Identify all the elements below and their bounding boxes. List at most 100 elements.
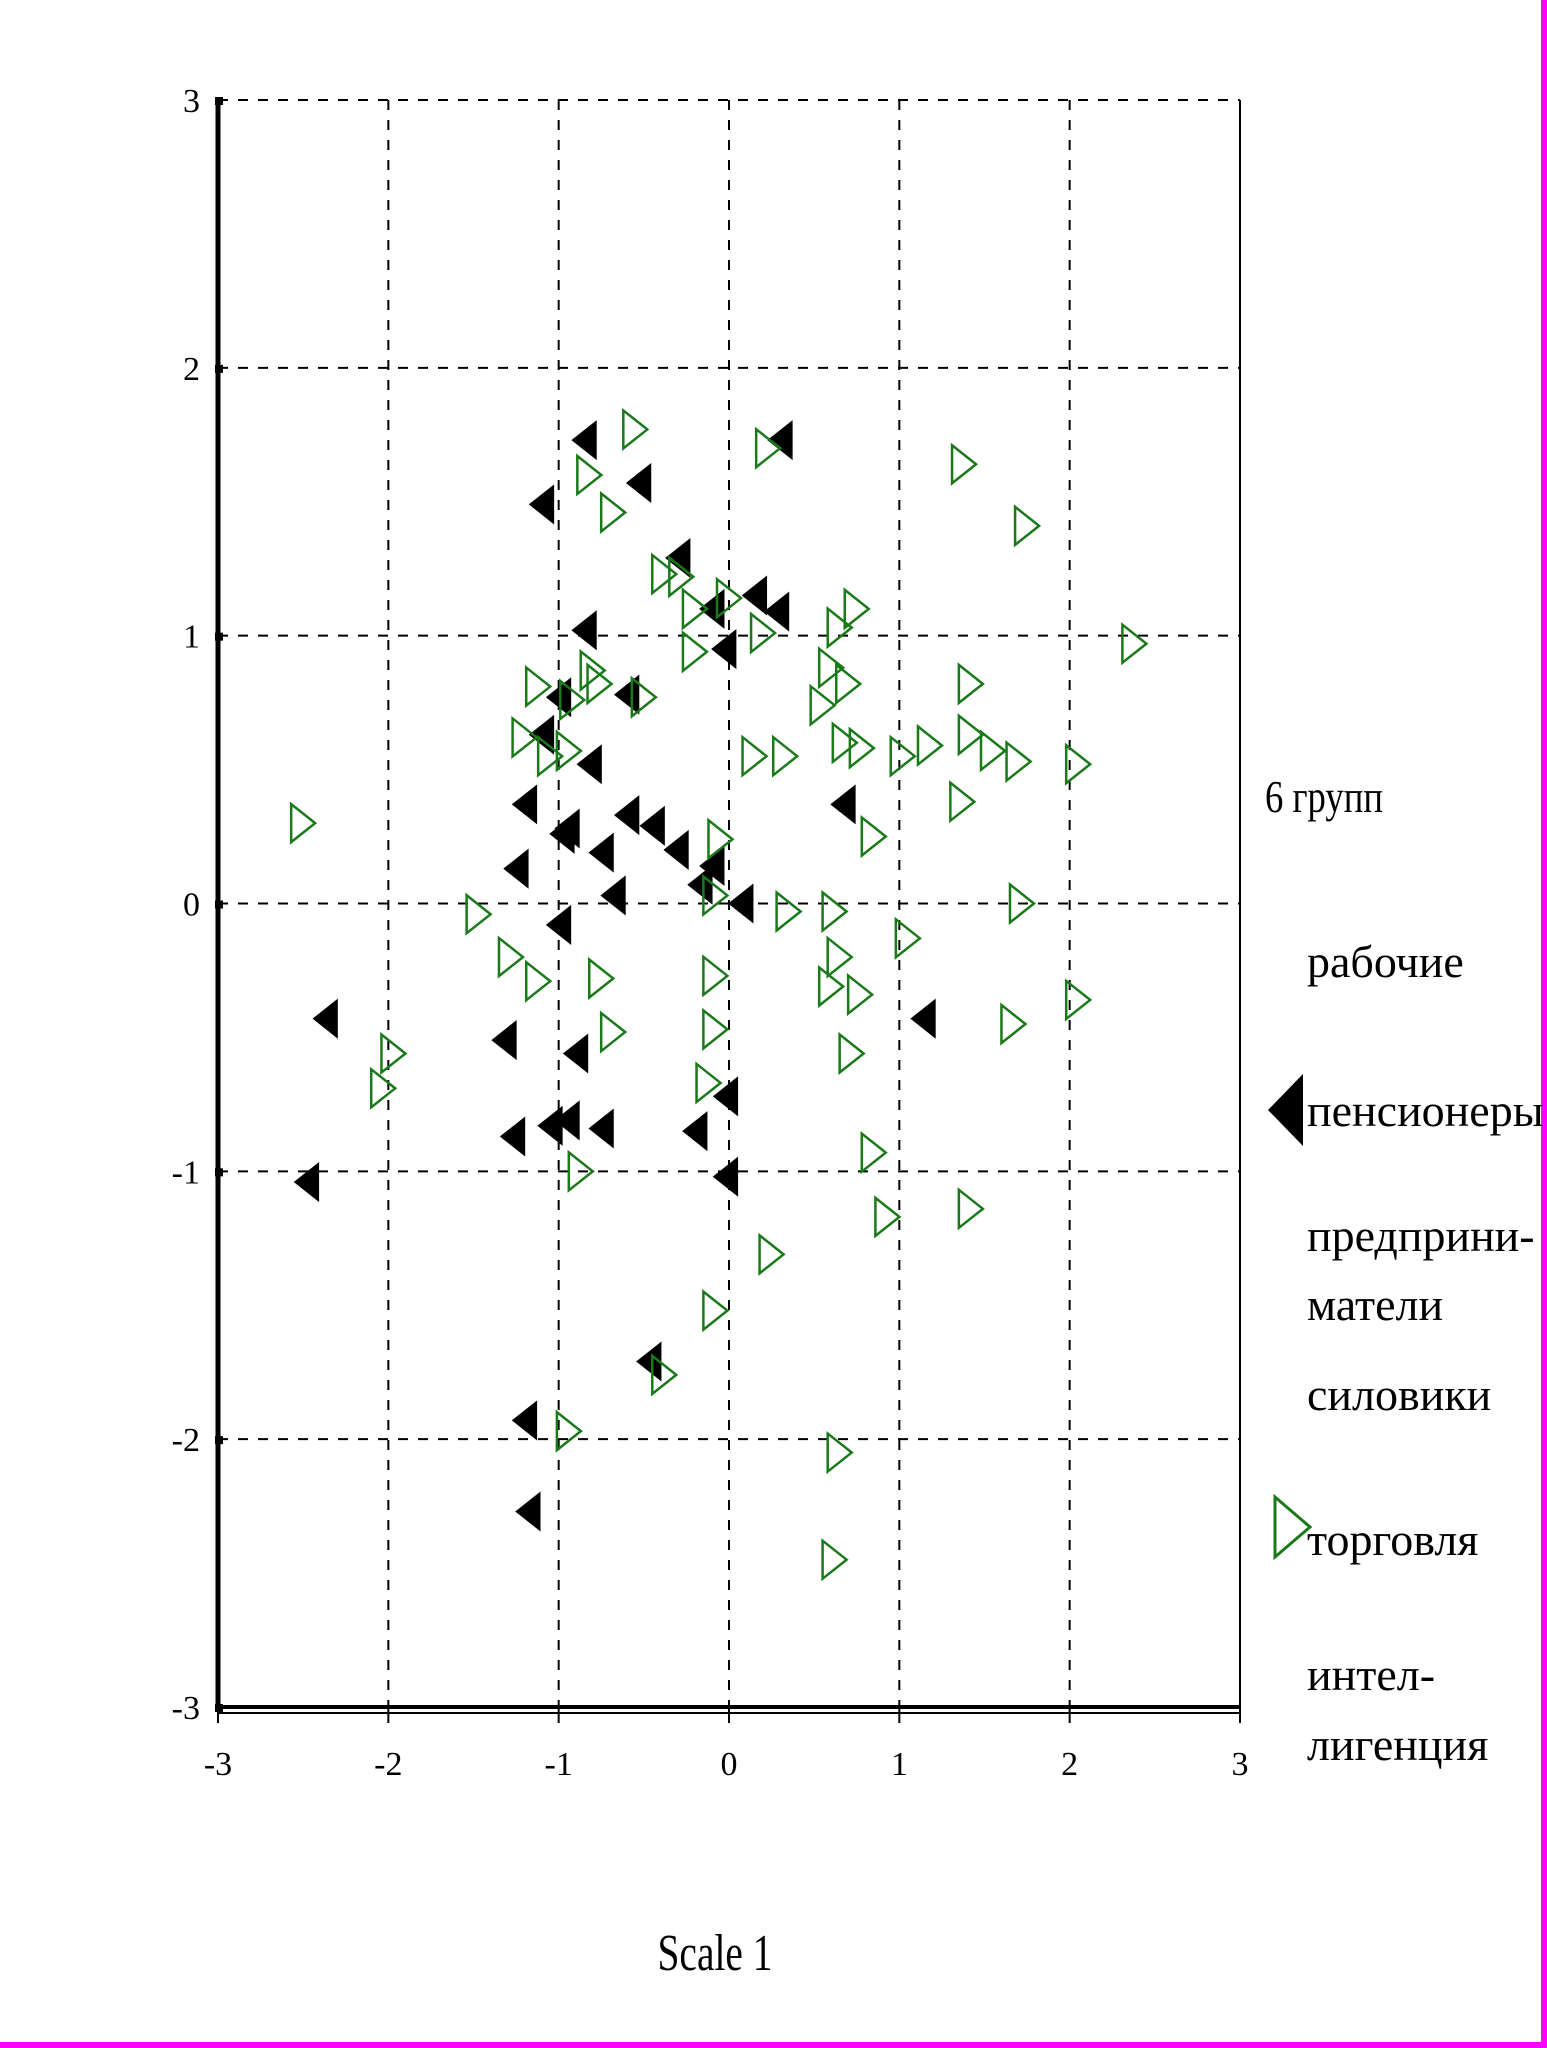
y-tick-label: -2 bbox=[172, 1422, 200, 1459]
point-trade bbox=[860, 1131, 888, 1175]
point-trade bbox=[1005, 739, 1033, 784]
point-trade bbox=[599, 490, 628, 535]
point-pensioners bbox=[639, 805, 665, 846]
x-tick-label: -3 bbox=[204, 1746, 232, 1783]
point-pensioners bbox=[728, 883, 754, 924]
point-trade bbox=[702, 1007, 730, 1051]
point-trade bbox=[826, 606, 854, 650]
point-trade bbox=[916, 723, 945, 768]
legend-entry-label: лигенция bbox=[1307, 1719, 1488, 1770]
y-tick-label: -1 bbox=[172, 1154, 200, 1191]
legend-marker-filled-triangle bbox=[1268, 1074, 1303, 1146]
point-pensioners bbox=[554, 1100, 580, 1141]
legend: 6 групп рабочие пенсионеры предприни-матели… bbox=[1265, 771, 1544, 1770]
legend-marker-open-triangle bbox=[1273, 1493, 1313, 1561]
point-pensioners bbox=[545, 904, 572, 945]
point-pensioners bbox=[711, 629, 737, 670]
point-trade bbox=[821, 889, 849, 934]
y-tick-label: 3 bbox=[183, 83, 200, 120]
point-trade bbox=[715, 576, 744, 620]
point-trade bbox=[817, 964, 846, 1009]
point-trade bbox=[651, 1353, 679, 1397]
point-trade bbox=[957, 662, 985, 706]
point-pensioners bbox=[687, 864, 713, 905]
point-trade bbox=[1013, 504, 1042, 548]
point-trade bbox=[622, 407, 650, 452]
point-pensioners bbox=[588, 1108, 614, 1149]
point-trade bbox=[957, 713, 985, 757]
point-trade bbox=[369, 1066, 398, 1110]
point-trade bbox=[846, 972, 875, 1017]
point-trade bbox=[754, 426, 783, 470]
point-trade bbox=[702, 873, 730, 918]
y-tick-mark bbox=[215, 364, 223, 373]
point-trade bbox=[681, 587, 709, 631]
x-tick-label: -2 bbox=[374, 1746, 402, 1783]
point-trade bbox=[497, 935, 525, 979]
point-trade bbox=[843, 587, 871, 631]
x-axis-label: Scale 1 bbox=[658, 1925, 773, 1982]
point-pensioners bbox=[613, 795, 640, 836]
point-trade bbox=[957, 1187, 985, 1231]
point-trade bbox=[586, 662, 614, 706]
legend-entry-label: предприни- bbox=[1307, 1210, 1535, 1261]
point-trade bbox=[834, 662, 863, 706]
point-trade bbox=[702, 1289, 730, 1333]
point-pensioners bbox=[830, 784, 856, 825]
point-pensioners bbox=[636, 1341, 662, 1382]
point-trade bbox=[950, 442, 979, 486]
point-trade bbox=[771, 734, 800, 778]
point-trade bbox=[559, 678, 587, 722]
legend-title: 6 групп bbox=[1265, 771, 1383, 822]
x-tick-label: -1 bbox=[545, 1746, 573, 1783]
y-tick-mark bbox=[215, 900, 223, 909]
point-trade bbox=[894, 916, 922, 960]
point-trade bbox=[588, 956, 616, 1001]
point-pensioners bbox=[588, 832, 614, 873]
point-trade bbox=[536, 734, 565, 778]
point-trade bbox=[567, 1149, 595, 1193]
point-trade bbox=[651, 552, 679, 596]
point-trade bbox=[838, 1031, 866, 1076]
point-trade bbox=[874, 1195, 902, 1239]
y-tick-label: -3 bbox=[172, 1690, 200, 1727]
point-trade bbox=[289, 801, 318, 845]
point-pensioners bbox=[625, 462, 652, 504]
point-pensioners bbox=[712, 1156, 739, 1197]
point-trade bbox=[707, 817, 735, 861]
legend-entry-label: интел- bbox=[1307, 1649, 1435, 1700]
point-trade bbox=[579, 648, 607, 693]
point-pensioners bbox=[312, 998, 338, 1039]
legend-entry-label: рабочие bbox=[1307, 936, 1464, 987]
point-trade bbox=[817, 646, 846, 690]
point-trade bbox=[695, 1061, 723, 1105]
point-pensioners bbox=[699, 588, 725, 629]
point-trade bbox=[826, 935, 854, 979]
point-trade bbox=[821, 1538, 849, 1582]
point-trade bbox=[831, 721, 859, 765]
point-trade bbox=[889, 734, 917, 778]
point-pensioners bbox=[576, 744, 602, 785]
point-trade bbox=[979, 729, 1008, 773]
point-trade bbox=[741, 734, 769, 778]
y-tick-mark bbox=[215, 1436, 223, 1445]
point-pensioners bbox=[515, 1491, 541, 1532]
point-trade bbox=[555, 1409, 583, 1453]
point-pensioners bbox=[503, 848, 529, 889]
data-points bbox=[289, 407, 1149, 1582]
x-tick-label: 2 bbox=[1061, 1746, 1078, 1783]
point-pensioners bbox=[491, 1020, 517, 1061]
point-pensioners bbox=[571, 420, 597, 461]
legend-entry-label: силовики bbox=[1307, 1369, 1491, 1420]
y-tick-mark bbox=[215, 1168, 223, 1177]
point-trade bbox=[1000, 1002, 1028, 1046]
point-trade bbox=[511, 715, 539, 760]
point-trade bbox=[826, 1430, 854, 1475]
point-pensioners bbox=[537, 1105, 563, 1146]
point-pensioners bbox=[682, 1111, 708, 1152]
point-trade bbox=[630, 675, 658, 719]
point-pensioners bbox=[763, 591, 790, 632]
x-tick-label: 3 bbox=[1232, 1746, 1249, 1783]
point-trade bbox=[681, 630, 709, 674]
point-trade bbox=[775, 889, 803, 934]
